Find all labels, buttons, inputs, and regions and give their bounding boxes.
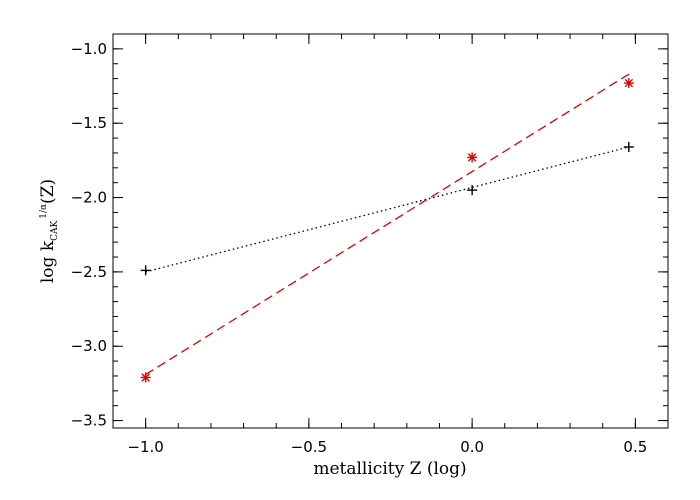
y-axis-label-prefix: log k <box>38 240 58 283</box>
x-tick-label: −0.5 <box>291 438 327 456</box>
plus-marker <box>467 185 478 196</box>
y-axis-label-suffix: (Z) <box>38 179 58 204</box>
y-tick-label: −2.0 <box>71 189 107 207</box>
y-axis-label-subscript: CAK <box>50 220 60 240</box>
y-tick-label: −3.0 <box>71 337 107 355</box>
asterisk-marker <box>467 152 478 163</box>
y-axis-label-superscript: 1/α <box>39 204 49 219</box>
x-tick-label: 0.5 <box>623 438 647 456</box>
asterisk-marker <box>623 78 634 89</box>
major-ticks <box>113 34 668 428</box>
x-tick-labels: −1.0 −0.5 0.0 0.5 <box>127 438 647 456</box>
y-axis-label: log kCAK1/α(Z) <box>38 179 60 283</box>
data-markers <box>140 78 634 383</box>
x-tick-label: −1.0 <box>127 438 163 456</box>
plot-frame <box>112 33 669 429</box>
marker-stroke <box>141 373 150 382</box>
x-tick-label: 0.0 <box>460 438 484 456</box>
plus-marker <box>623 141 634 152</box>
plus-marker <box>140 265 151 276</box>
fit-lines <box>145 73 630 376</box>
y-tick-label: −1.5 <box>71 114 107 132</box>
asterisk-marker <box>140 372 151 383</box>
dashed-fit-line <box>145 73 630 376</box>
y-tick-label: −1.0 <box>71 40 107 58</box>
y-tick-labels: −3.5 −3.0 −2.5 −2.0 −1.5 −1.0 <box>71 40 107 430</box>
marker-stroke <box>624 78 634 88</box>
y-tick-label: −2.5 <box>71 263 107 281</box>
y-tick-label: −3.5 <box>71 412 107 430</box>
x-axis-label: metallicity Z (log) <box>313 459 466 479</box>
marker-stroke <box>467 153 477 162</box>
minor-ticks <box>112 33 668 428</box>
dotted-fit-line <box>145 146 629 273</box>
